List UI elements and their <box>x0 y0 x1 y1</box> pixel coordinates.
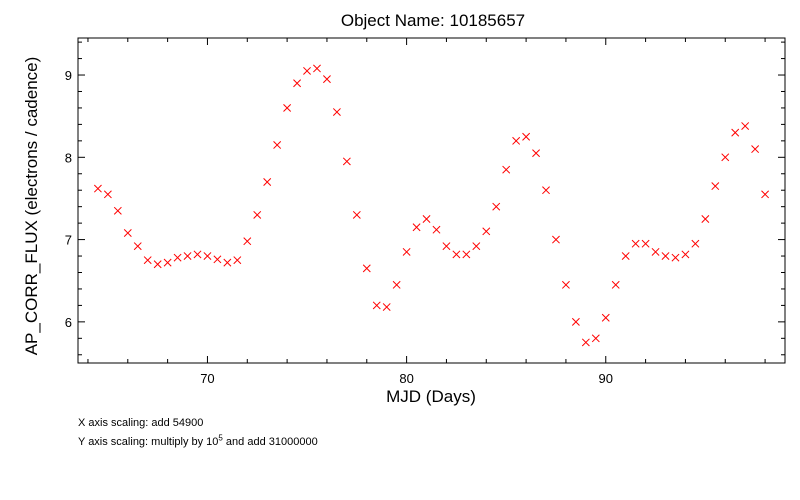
data-point <box>552 235 560 244</box>
data-point <box>392 280 401 289</box>
data-point <box>123 229 132 237</box>
axis-ticks: 70 80 90 6 7 8 9 <box>65 38 785 386</box>
data-point <box>332 108 341 117</box>
data-point <box>522 132 531 141</box>
data-point <box>163 258 172 267</box>
data-point <box>482 227 491 236</box>
data-point <box>283 103 292 112</box>
data-point <box>143 256 152 265</box>
data-point <box>412 223 421 232</box>
data-point <box>193 250 202 259</box>
data-point <box>502 165 511 174</box>
data-point <box>651 247 660 256</box>
data-point <box>492 202 501 211</box>
data-point <box>153 260 162 269</box>
data-point <box>512 136 521 145</box>
data-point <box>93 184 102 193</box>
data-point <box>611 280 620 289</box>
y-tick-label: 8 <box>65 150 72 165</box>
data-point <box>462 250 471 259</box>
data-point <box>721 153 730 162</box>
x-tick-label: 80 <box>399 371 413 386</box>
data-point <box>701 215 710 223</box>
data-point <box>263 178 272 186</box>
data-point <box>591 334 600 343</box>
chart-title: Object Name: 10185657 <box>341 11 525 30</box>
data-point <box>671 253 680 262</box>
data-point <box>631 239 640 248</box>
y-tick-label: 9 <box>65 68 72 83</box>
data-point <box>382 303 391 312</box>
data-point <box>362 264 371 273</box>
data-point <box>243 237 252 246</box>
data-point <box>203 252 212 260</box>
x-tick-label: 70 <box>200 371 214 386</box>
data-point <box>621 252 630 260</box>
data-point <box>173 253 182 262</box>
data-point <box>223 258 232 267</box>
plot-frame <box>77 37 786 364</box>
data-point <box>273 141 282 149</box>
data-point <box>303 66 311 75</box>
data-point <box>581 338 590 347</box>
data-point <box>641 239 650 248</box>
data-point <box>253 210 262 219</box>
data-point <box>741 122 750 130</box>
x-scaling-note: X axis scaling: add 54900 <box>78 417 204 429</box>
data-point <box>322 75 331 84</box>
y-scaling-prefix: Y axis scaling: multiply by 10 <box>78 436 219 448</box>
x-axis-label: MJD (Days) <box>386 387 476 406</box>
data-point <box>472 242 481 251</box>
data-point <box>133 242 142 251</box>
data-point <box>233 256 242 265</box>
data-point <box>103 190 112 199</box>
y-scaling-suffix: and add 31000000 <box>222 436 318 448</box>
data-point <box>293 79 302 88</box>
data-point <box>432 225 441 234</box>
data-point <box>761 190 770 199</box>
data-point <box>601 313 610 322</box>
data-series <box>93 64 770 347</box>
data-point <box>442 242 451 251</box>
data-point <box>571 317 580 326</box>
data-point <box>691 239 700 248</box>
data-point <box>711 182 720 191</box>
data-point <box>372 301 381 310</box>
data-point <box>542 186 550 195</box>
data-point <box>402 247 411 256</box>
data-point <box>452 250 461 259</box>
data-point <box>313 64 321 73</box>
data-point <box>213 255 222 264</box>
data-point <box>342 157 351 166</box>
y-tick-label: 6 <box>65 315 72 330</box>
data-point <box>681 250 690 259</box>
data-point <box>561 280 570 289</box>
data-point <box>113 206 122 215</box>
y-scaling-note: Y axis scaling: multiply by 105 and add … <box>78 433 318 448</box>
data-point <box>751 145 760 154</box>
data-point <box>532 149 541 158</box>
data-point <box>422 215 431 223</box>
data-point <box>352 210 361 219</box>
x-tick-label: 90 <box>599 371 613 386</box>
data-point <box>731 128 740 137</box>
y-axis-label: AP_CORR_FLUX (electrons / cadence) <box>22 57 41 356</box>
y-scaling-exponent: 5 <box>218 433 223 443</box>
y-tick-label: 7 <box>65 233 72 248</box>
data-point <box>661 252 670 260</box>
data-point <box>183 252 192 260</box>
